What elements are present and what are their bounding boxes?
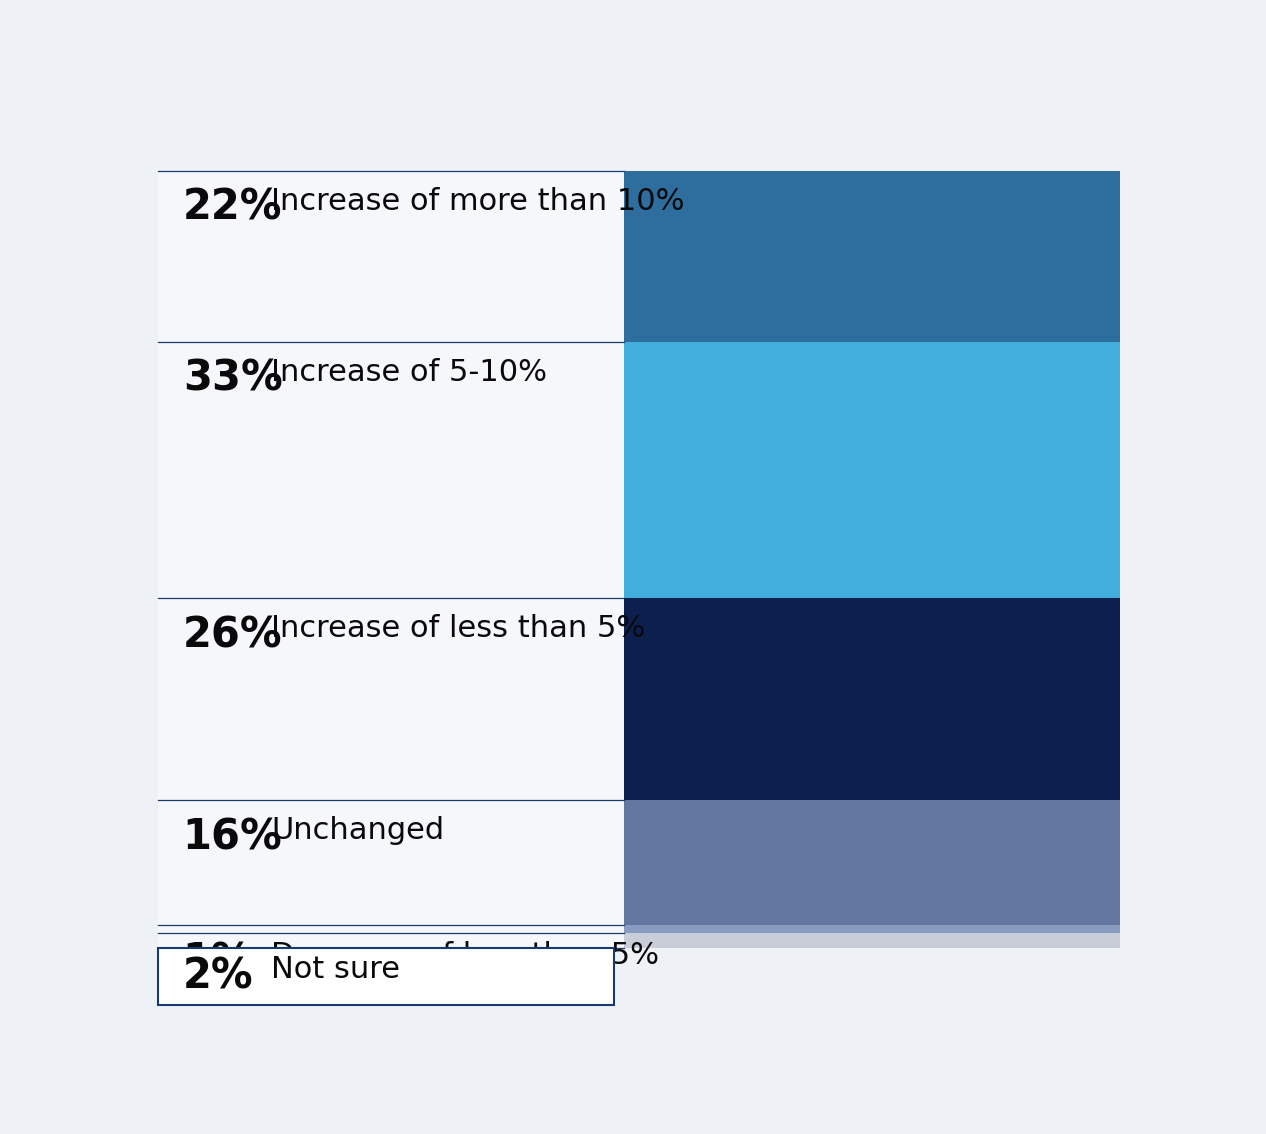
FancyBboxPatch shape <box>158 171 624 948</box>
Text: 33%: 33% <box>182 357 282 399</box>
Text: Unchanged: Unchanged <box>271 816 444 845</box>
FancyBboxPatch shape <box>624 599 1120 801</box>
Text: Increase of more than 10%: Increase of more than 10% <box>271 187 685 215</box>
Text: Decrease of less than 5%: Decrease of less than 5% <box>271 940 660 970</box>
Text: 2%: 2% <box>182 948 253 990</box>
Text: Not sure: Not sure <box>271 948 400 978</box>
FancyBboxPatch shape <box>624 801 1120 925</box>
Text: 22%: 22% <box>182 187 282 229</box>
FancyBboxPatch shape <box>158 948 614 1005</box>
FancyBboxPatch shape <box>624 342 1120 599</box>
Text: 26%: 26% <box>182 615 282 657</box>
Text: 2%: 2% <box>182 955 253 997</box>
Text: 16%: 16% <box>182 816 282 858</box>
FancyBboxPatch shape <box>624 171 1120 342</box>
Text: 1%: 1% <box>182 940 253 982</box>
FancyBboxPatch shape <box>624 925 1120 932</box>
FancyBboxPatch shape <box>624 932 1120 948</box>
Text: Increase of 5-10%: Increase of 5-10% <box>271 357 547 387</box>
Text: Increase of less than 5%: Increase of less than 5% <box>271 615 646 643</box>
Text: Not sure: Not sure <box>271 955 400 984</box>
